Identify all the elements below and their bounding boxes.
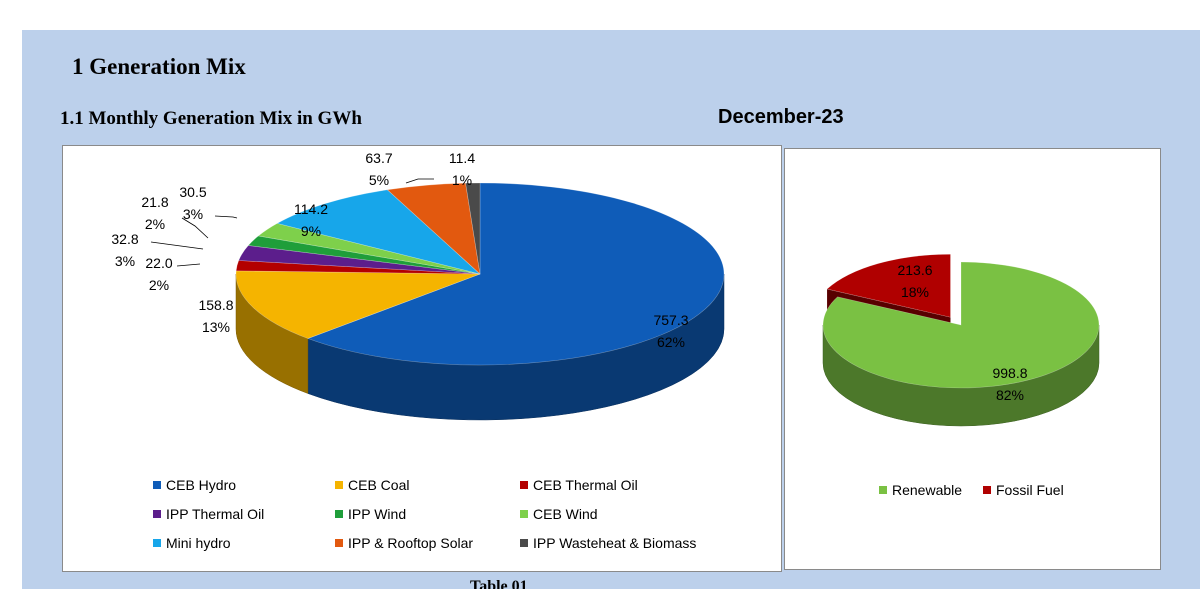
legend-label-ceb-hydro: CEB Hydro [166,477,236,493]
leader-line-ceb-thermal-oil [176,263,201,267]
legend-swatch-renewable [879,486,887,494]
legend-label-ipp-and-rooftop-solar: IPP & Rooftop Solar [348,535,473,551]
data-label-value-fossil-fuel: 213.6 [897,262,932,278]
data-label-percent-ceb-coal: 13% [202,319,230,335]
legend-label-ceb-thermal-oil: CEB Thermal Oil [533,477,638,493]
legend-swatch-ipp-wasteheat-and-biomass [520,539,528,547]
legend-label-ipp-thermal-oil: IPP Thermal Oil [166,506,264,522]
legend-label-renewable: Renewable [892,482,962,498]
leader-line-ipp-wind [181,217,209,239]
data-label-value-ceb-wind: 30.5 [179,184,206,200]
data-label-percent-ipp-thermal-oil: 3% [115,253,135,269]
data-label-value-ipp-thermal-oil: 32.8 [111,231,138,247]
legend-label-ceb-coal: CEB Coal [348,477,409,493]
pie-slice-ipp-and-rooftop-solar [386,182,481,275]
legend-swatch-ceb-hydro [153,481,161,489]
data-label-percent-fossil-fuel: 18% [901,284,929,300]
pie-slice-ceb-wind [257,223,481,275]
legend-label-fossil-fuel: Fossil Fuel [996,482,1064,498]
pie-slice-ipp-wasteheat-and-biomass [465,182,481,275]
legend-label-ceb-wind: CEB Wind [533,506,598,522]
section-title: 1 Generation Mix [72,54,246,79]
generation-mix-chart-panel: 757.3 62% 158.8 13% 22.0 2% 32.8 3% 21.8 2% 30.5 3%… [62,145,782,572]
subsection-title: 1.1 Monthly Generation Mix in GWh [60,108,362,129]
period-label: December-23 [718,106,844,128]
legend-label-ipp-wasteheat-and-biomass: IPP Wasteheat & Biomass [533,535,696,551]
pie-slice-ipp-thermal-oil [238,245,481,275]
generation-mix-pie-chart: 757.3 62% 158.8 13% 22.0 2% 32.8 3% 21.8 2% 30.5 3%… [111,150,725,551]
legend-swatch-ceb-coal [335,481,343,489]
data-label-percent-ceb-thermal-oil: 2% [149,277,169,293]
data-label-value-ipp-wasteheat-and-biomass: 11.4 [449,150,475,166]
pie-slice-mini-hydro [276,189,481,275]
pie-slice-renewable [822,261,1100,389]
pie-slice-ceb-coal [235,270,481,339]
pie-slice-ipp-wind [247,235,481,275]
pie-slice-ceb-thermal-oil [235,260,481,275]
data-label-value-ceb-coal: 158.8 [198,297,233,313]
data-label-percent-mini-hydro: 9% [301,223,321,239]
leader-line-ipp-thermal-oil [150,241,204,250]
renewable-fossil-pie-chart: 998.8 82% 213.6 18% Renewable Fossil Fuel [822,253,1100,498]
legend-swatch-ceb-wind [520,510,528,518]
legend-swatch-ceb-thermal-oil [520,481,528,489]
data-label-percent-ipp-wind: 2% [145,216,165,232]
data-label-percent-ipp-wasteheat-and-biomass: 1% [452,172,472,188]
data-label-value-ipp-wind: 21.8 [141,194,168,210]
data-label-percent-ceb-wind: 3% [183,206,203,222]
data-label-value-mini-hydro: 114.2 [294,201,328,217]
pie-slice-fossil-fuel [826,253,951,318]
legend-label-mini-hydro: Mini hydro [166,535,231,551]
legend-swatch-ipp-and-rooftop-solar [335,539,343,547]
leader-line-ipp-wasteheat-and-biomass [405,178,434,184]
table-caption-fragment: Table 01 [470,578,528,589]
legend-swatch-fossil-fuel [983,486,991,494]
legend-swatch-mini-hydro [153,539,161,547]
data-label-percent-ceb-hydro: 62% [657,334,685,350]
data-label-value-ceb-hydro: 757.3 [653,312,688,328]
pie-slice-ceb-hydro [307,182,725,366]
legend-swatch-ipp-wind [335,510,343,518]
legend-swatch-ipp-thermal-oil [153,510,161,518]
legend-label-ipp-wind: IPP Wind [348,506,406,522]
data-label-percent-ipp-and-rooftop-solar: 5% [369,172,389,188]
data-label-value-ipp-and-rooftop-solar: 63.7 [365,150,392,166]
data-label-percent-renewable: 82% [996,387,1024,403]
renewable-fossil-chart-panel: 998.8 82% 213.6 18% Renewable Fossil Fuel [784,148,1161,570]
data-label-value-ceb-thermal-oil: 22.0 [145,255,172,271]
data-label-value-renewable: 998.8 [992,365,1027,381]
leader-line-ceb-wind [214,215,238,219]
